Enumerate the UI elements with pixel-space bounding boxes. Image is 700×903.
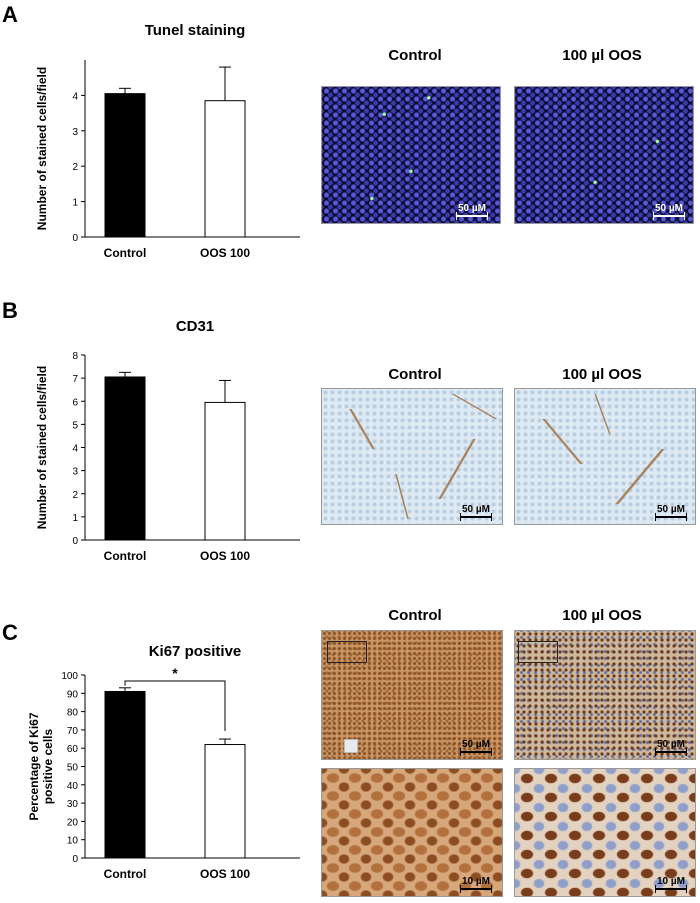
zoom-region-box xyxy=(518,641,558,663)
ki67-oos-micrograph: 50 µM xyxy=(514,630,696,760)
y-tick-label: 4 xyxy=(72,91,78,102)
y-axis-label: Number of stained cells/field xyxy=(35,366,49,529)
y-axis-label-line: Percentage of Ki67 xyxy=(27,712,41,820)
y-tick-label: 5 xyxy=(72,420,78,431)
scale-bar: 50 µM xyxy=(653,203,685,220)
image-title-oos: 100 µl OOS xyxy=(562,366,642,383)
chart-title: Ki67 positive xyxy=(149,643,242,660)
tissue-artifact xyxy=(344,739,358,753)
image-title-control: Control xyxy=(388,366,442,383)
y-tick-label: 70 xyxy=(67,726,79,737)
tunel-control-micrograph: 50 µM xyxy=(321,86,501,224)
y-tick-label: 0 xyxy=(72,854,78,865)
ki67-oos-zoom-micrograph: 10 µM xyxy=(514,768,696,897)
y-tick-label: 90 xyxy=(67,689,79,700)
bar xyxy=(104,93,146,238)
panel-letter-b: B xyxy=(2,298,18,323)
ki67-control-micrograph: 50 µM xyxy=(321,630,503,760)
cd31-oos-micrograph: 50 µM xyxy=(514,388,696,525)
scale-bar: 10 µM xyxy=(460,876,492,893)
y-tick-label: 0 xyxy=(72,233,78,244)
y-tick-label: 10 xyxy=(67,836,79,847)
x-tick-label: OOS 100 xyxy=(200,246,250,260)
bar xyxy=(204,401,246,541)
zoom-region-box xyxy=(327,641,367,663)
y-tick-label: 1 xyxy=(72,198,78,209)
y-tick-label: 1 xyxy=(72,513,78,524)
scale-bar: 50 µM xyxy=(456,203,488,220)
y-tick-label: 2 xyxy=(72,490,78,501)
ki67-control-zoom-micrograph: 10 µM xyxy=(321,768,503,897)
y-tick-label: 6 xyxy=(72,397,78,408)
scale-bar: 50 µM xyxy=(655,739,687,756)
chart-title: CD31 xyxy=(176,318,214,335)
y-axis-label-line: positive cells xyxy=(41,728,55,804)
bar xyxy=(104,690,146,859)
significance-bracket xyxy=(124,680,226,732)
scale-bar: 50 µM xyxy=(460,504,492,521)
panel-letter-a: A xyxy=(2,2,18,27)
scale-bar: 10 µM xyxy=(655,876,687,893)
y-axis-label: Percentage of Ki67positive cells xyxy=(27,712,55,820)
tunel-bar-chart: Tunel staining Number of stained cells/fi… xyxy=(35,22,300,260)
cd31-bar-chart: CD31 Number of stained cells/field 0 1 2 3 4 5 6… xyxy=(35,318,300,563)
panel-letter-c: C xyxy=(2,620,18,645)
x-tick-label: Control xyxy=(104,246,147,260)
y-tick-label: 0 xyxy=(72,536,78,547)
x-tick-label: Control xyxy=(104,867,147,881)
image-title-oos: 100 µl OOS xyxy=(562,607,642,624)
x-tick-label: OOS 100 xyxy=(200,549,250,563)
y-tick-label: 40 xyxy=(67,781,79,792)
y-tick-label: 2 xyxy=(72,162,78,173)
scale-bar: 50 µM xyxy=(460,739,492,756)
significance-marker: * xyxy=(172,665,178,681)
tunel-oos-micrograph: 50 µM xyxy=(514,86,694,224)
y-tick-label: 3 xyxy=(72,467,78,478)
bar xyxy=(104,376,146,541)
cd31-control-micrograph: 50 µM xyxy=(321,388,503,525)
y-tick-label: 4 xyxy=(72,444,78,455)
bar xyxy=(204,744,246,859)
y-tick-label: 3 xyxy=(72,127,78,138)
chart-title: Tunel staining xyxy=(145,22,246,39)
y-tick-label: 8 xyxy=(72,351,78,362)
image-title-oos: 100 µl OOS xyxy=(562,47,642,64)
y-axis-label: Number of stained cells/field xyxy=(35,67,49,230)
scale-bar: 50 µM xyxy=(655,504,687,521)
y-tick-label: 80 xyxy=(67,708,79,719)
y-tick-label: 7 xyxy=(72,374,78,385)
y-tick-label: 100 xyxy=(61,671,78,682)
y-tick-label: 60 xyxy=(67,744,79,755)
image-title-control: Control xyxy=(388,607,442,624)
bar xyxy=(204,100,246,238)
ki67-bar-chart: Ki67 positive Percentage of Ki67positive … xyxy=(27,643,300,881)
y-tick-label: 50 xyxy=(67,763,79,774)
x-tick-label: OOS 100 xyxy=(200,867,250,881)
image-title-control: Control xyxy=(388,47,442,64)
x-tick-label: Control xyxy=(104,549,147,563)
y-tick-label: 30 xyxy=(67,799,79,810)
y-tick-label: 20 xyxy=(67,817,79,828)
